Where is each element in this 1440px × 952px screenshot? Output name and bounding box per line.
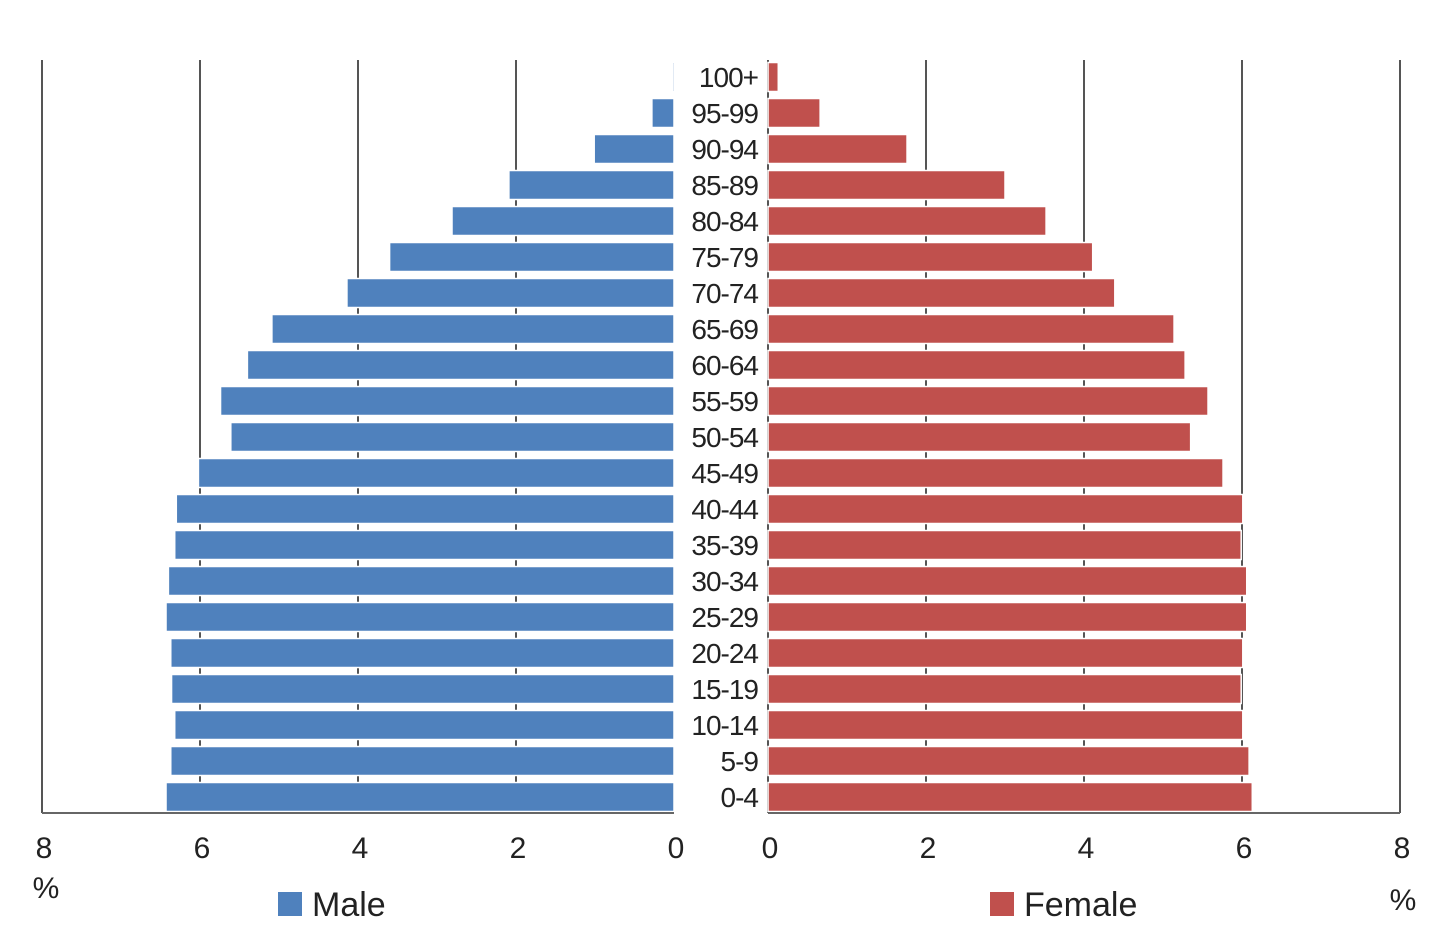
- tick-left-6: 6: [194, 832, 211, 865]
- bar-female-60-64: [767, 349, 1186, 381]
- tick-right-4: 4: [1078, 832, 1095, 865]
- bar-female-45-49: [767, 457, 1224, 489]
- axes: 8 6 4 2 0 0 2 4 6 8: [36, 812, 1411, 865]
- bar-female-10-14: [767, 709, 1244, 741]
- right-unit-label: %: [1390, 884, 1417, 917]
- bar-female-40-44: [767, 493, 1244, 525]
- age-label-70-74: 70-74: [691, 278, 758, 309]
- legend-male-label: Male: [312, 886, 386, 924]
- bar-female-5-9: [767, 745, 1250, 777]
- age-label-50-54: 50-54: [691, 422, 758, 453]
- tick-right-0: 0: [762, 832, 779, 865]
- legend-female-label: Female: [1024, 886, 1137, 924]
- age-label-30-34: 30-34: [691, 566, 758, 597]
- age-label-90-94: 90-94: [691, 134, 758, 165]
- bar-male-55-59: [219, 385, 675, 417]
- age-label-45-49: 45-49: [691, 458, 758, 489]
- bar-male-40-44: [175, 493, 675, 525]
- bar-female-100+: [767, 61, 780, 93]
- age-label-95-99: 95-99: [691, 98, 758, 129]
- tick-left-0: 0: [668, 832, 685, 865]
- age-label-40-44: 40-44: [691, 494, 758, 525]
- bar-male-10-14: [173, 709, 675, 741]
- bar-male-90-94: [593, 133, 675, 165]
- bar-male-5-9: [170, 745, 675, 777]
- age-label-10-14: 10-14: [691, 710, 758, 741]
- age-label-55-59: 55-59: [691, 386, 758, 417]
- bar-male-30-34: [167, 565, 675, 597]
- age-label-85-89: 85-89: [691, 170, 758, 201]
- bar-female-75-79: [767, 241, 1094, 273]
- bar-male-100+: [671, 61, 675, 93]
- age-label-15-19: 15-19: [691, 674, 758, 705]
- bar-female-55-59: [767, 385, 1209, 417]
- bar-female-65-69: [767, 313, 1175, 345]
- age-label-5-9: 5-9: [721, 746, 759, 777]
- age-labels: 100+ 95-99 90-94 85-89 80-84 75-79 70-74 65-69 6…: [691, 62, 759, 813]
- bar-male-95-99: [651, 97, 675, 129]
- tick-right-2: 2: [920, 832, 937, 865]
- bar-male-45-49: [197, 457, 675, 489]
- bar-female-30-34: [767, 565, 1248, 597]
- bar-male-85-89: [508, 169, 675, 201]
- bar-female-0-4: [767, 781, 1254, 813]
- tick-left-2: 2: [510, 832, 527, 865]
- bar-female-80-84: [767, 205, 1047, 237]
- bar-male-35-39: [173, 529, 675, 561]
- bar-male-60-64: [246, 349, 675, 381]
- bar-male-20-24: [170, 637, 675, 669]
- bar-male-15-19: [170, 673, 675, 705]
- tick-right-8: 8: [1394, 832, 1411, 865]
- age-label-75-79: 75-79: [691, 242, 758, 273]
- legend: Male Female: [278, 886, 1137, 924]
- age-label-60-64: 60-64: [691, 350, 758, 381]
- bar-female-15-19: [767, 673, 1242, 705]
- bar-male-75-79: [388, 241, 675, 273]
- legend-female-swatch: [990, 892, 1014, 916]
- tick-left-8: 8: [36, 832, 53, 865]
- bar-female-35-39: [767, 529, 1242, 561]
- bar-male-65-69: [271, 313, 675, 345]
- age-label-20-24: 20-24: [691, 638, 758, 669]
- bar-female-50-54: [767, 421, 1192, 453]
- bar-male-0-4: [165, 781, 675, 813]
- bar-female-95-99: [767, 97, 821, 129]
- bar-female-70-74: [767, 277, 1116, 309]
- bar-male-80-84: [451, 205, 675, 237]
- left-unit-label: %: [33, 872, 60, 905]
- bar-female-90-94: [767, 133, 908, 165]
- bar-male-50-54: [230, 421, 675, 453]
- tick-right-6: 6: [1236, 832, 1253, 865]
- age-label-0-4: 0-4: [721, 782, 759, 813]
- legend-male-swatch: [278, 892, 302, 916]
- age-label-65-69: 65-69: [691, 314, 758, 345]
- tick-left-4: 4: [352, 832, 369, 865]
- bar-male-70-74: [346, 277, 675, 309]
- bars: [165, 61, 1254, 813]
- bar-male-25-29: [165, 601, 675, 633]
- bar-female-25-29: [767, 601, 1248, 633]
- age-label-25-29: 25-29: [691, 602, 758, 633]
- bar-female-20-24: [767, 637, 1244, 669]
- bar-female-85-89: [767, 169, 1006, 201]
- age-label-100+: 100+: [699, 62, 758, 93]
- age-label-35-39: 35-39: [691, 530, 758, 561]
- age-label-80-84: 80-84: [691, 206, 758, 237]
